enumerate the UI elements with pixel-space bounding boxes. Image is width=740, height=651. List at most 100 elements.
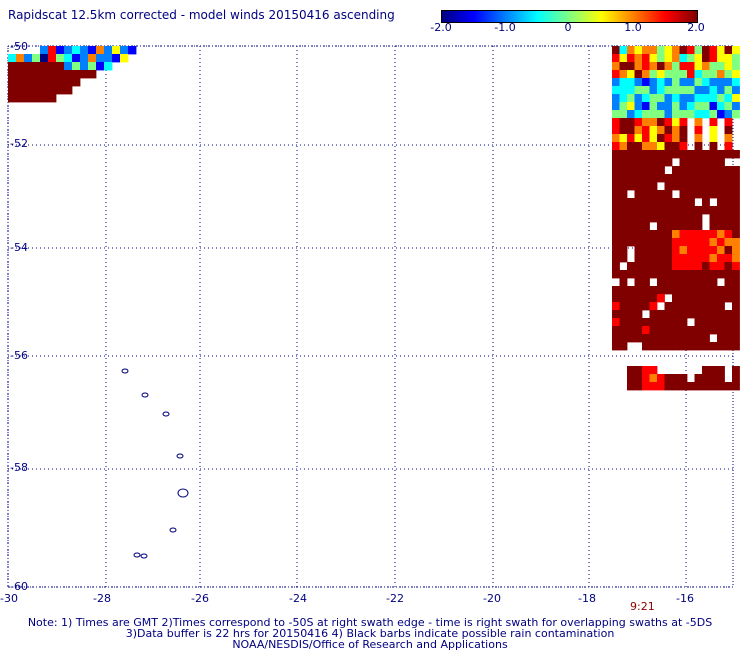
footnote-line-3: NOAA/NESDIS/Office of Research and Appli… bbox=[232, 638, 508, 651]
wind-cell bbox=[634, 302, 643, 311]
wind-cell bbox=[724, 142, 733, 151]
wind-cell bbox=[642, 294, 650, 303]
wind-cell bbox=[709, 54, 718, 63]
wind-cell bbox=[627, 174, 635, 183]
wind-cell bbox=[679, 86, 688, 95]
wind-cell bbox=[16, 78, 25, 87]
wind-cell bbox=[687, 46, 695, 55]
wind-cell bbox=[732, 318, 740, 327]
wind-cell bbox=[649, 310, 658, 319]
wind-cell bbox=[694, 166, 703, 175]
wind-cell bbox=[72, 78, 81, 87]
wind-cell bbox=[672, 222, 680, 231]
wind-cell bbox=[702, 246, 710, 255]
wind-cell bbox=[657, 126, 665, 135]
wind-cell bbox=[627, 102, 635, 111]
wind-cell bbox=[709, 190, 718, 199]
wind-cell bbox=[657, 158, 665, 167]
wind-cell bbox=[702, 294, 710, 303]
wind-cell bbox=[687, 86, 695, 95]
wind-cell bbox=[619, 310, 628, 319]
wind-cell bbox=[664, 342, 673, 351]
wind-cell bbox=[619, 206, 628, 215]
wind-cell bbox=[717, 310, 725, 319]
wind-cell bbox=[657, 310, 665, 319]
wind-cell bbox=[709, 150, 718, 159]
wind-cell bbox=[687, 78, 695, 87]
wind-cell bbox=[694, 278, 703, 287]
wind-cell bbox=[642, 318, 650, 327]
wind-cell bbox=[709, 70, 718, 79]
wind-cell bbox=[627, 270, 635, 279]
wind-cell bbox=[717, 326, 725, 335]
wind-cell bbox=[717, 150, 725, 159]
wind-cell bbox=[672, 126, 680, 135]
wind-cell bbox=[664, 142, 673, 151]
wind-cell bbox=[612, 326, 620, 335]
wind-cell bbox=[702, 54, 710, 63]
wind-cell bbox=[642, 158, 650, 167]
wind-cell bbox=[634, 118, 643, 127]
wind-cell bbox=[679, 286, 688, 295]
wind-cell bbox=[619, 78, 628, 87]
wind-cell bbox=[672, 254, 680, 263]
wind-cell bbox=[687, 110, 695, 119]
wind-cell bbox=[679, 326, 688, 335]
wind-cell bbox=[694, 222, 703, 231]
wind-cell bbox=[694, 326, 703, 335]
wind-cell bbox=[732, 222, 740, 231]
wind-cell bbox=[709, 294, 718, 303]
wind-cell bbox=[717, 318, 725, 327]
wind-cell bbox=[664, 270, 673, 279]
island-outline bbox=[133, 552, 141, 558]
wind-cell bbox=[672, 70, 680, 79]
wind-cell bbox=[627, 78, 635, 87]
wind-cell bbox=[649, 334, 658, 343]
wind-cell bbox=[709, 110, 718, 119]
wind-cell bbox=[612, 174, 620, 183]
wind-cell bbox=[724, 166, 733, 175]
wind-cell bbox=[634, 222, 643, 231]
wind-cell bbox=[619, 102, 628, 111]
wind-cell bbox=[627, 310, 635, 319]
wind-cell bbox=[694, 142, 703, 151]
wind-cell bbox=[679, 334, 688, 343]
wind-cell bbox=[732, 62, 740, 71]
wind-cell bbox=[649, 118, 658, 127]
wind-cell bbox=[664, 318, 673, 327]
wind-cell bbox=[672, 110, 680, 119]
wind-cell bbox=[642, 46, 650, 55]
wind-cell bbox=[612, 342, 620, 351]
wind-cell bbox=[672, 374, 680, 383]
wind-cell bbox=[657, 286, 665, 295]
lon-label: -28 bbox=[93, 592, 111, 605]
wind-cell bbox=[619, 270, 628, 279]
wind-cell bbox=[664, 102, 673, 111]
wind-cell bbox=[657, 102, 665, 111]
wind-cell bbox=[657, 174, 665, 183]
wind-cell bbox=[32, 54, 41, 63]
wind-cell bbox=[649, 78, 658, 87]
wind-cell bbox=[649, 126, 658, 135]
wind-cell bbox=[612, 142, 620, 151]
wind-cell bbox=[664, 326, 673, 335]
wind-cell bbox=[32, 86, 41, 95]
wind-cell bbox=[687, 158, 695, 167]
wind-cell bbox=[702, 206, 710, 215]
wind-cell bbox=[672, 342, 680, 351]
lon-label: -30 bbox=[0, 592, 18, 605]
wind-cell bbox=[634, 166, 643, 175]
wind-cell bbox=[664, 158, 673, 167]
wind-cell bbox=[642, 238, 650, 247]
wind-cell bbox=[724, 214, 733, 223]
wind-cell bbox=[732, 310, 740, 319]
wind-cell bbox=[679, 182, 688, 191]
wind-cell bbox=[694, 254, 703, 263]
wind-cell bbox=[649, 46, 658, 55]
lon-label: -20 bbox=[483, 592, 501, 605]
wind-cell bbox=[634, 334, 643, 343]
wind-cell bbox=[642, 222, 650, 231]
wind-cell bbox=[732, 94, 740, 103]
wind-cell bbox=[664, 190, 673, 199]
wind-cell bbox=[24, 54, 33, 63]
